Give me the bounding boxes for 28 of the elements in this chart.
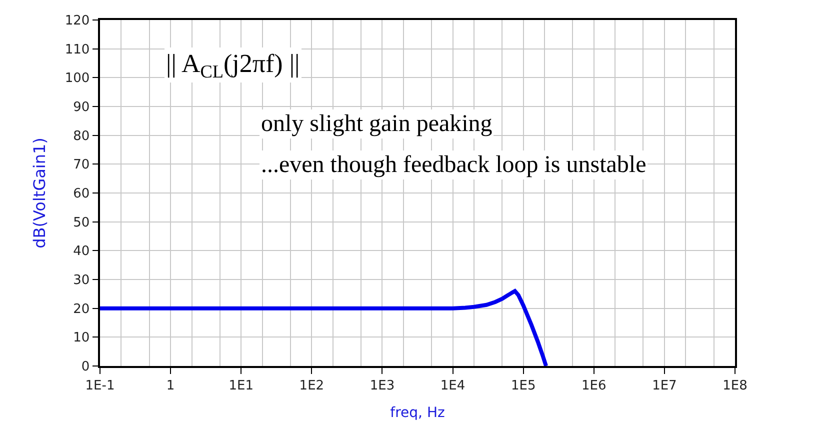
annotation: || A$_{CL}$(j2πf) || — [166, 49, 300, 82]
x-axis-title: freq, Hz — [390, 405, 445, 422]
y-tick-label: 60 — [73, 186, 90, 202]
x-tick-label: 1E3 — [370, 378, 395, 394]
x-tick-label: 1E2 — [299, 378, 324, 394]
y-tick-label: 50 — [73, 215, 90, 230]
annotation: ...even though feedback loop is unstable — [261, 152, 646, 178]
y-tick-label: 20 — [73, 302, 90, 317]
x-tick-label: 1E4 — [440, 378, 466, 394]
y-tick-label: 120 — [64, 14, 90, 29]
x-tick-label: 1E5 — [510, 378, 536, 394]
x-tick-label: 1E6 — [582, 378, 606, 394]
y-tick-label: 70 — [73, 158, 90, 173]
x-tick-label: 1E-1 — [85, 378, 115, 394]
y-tick-label: 0 — [81, 360, 90, 375]
y-tick-label: 110 — [64, 42, 90, 58]
annotation: only slight gain peaking — [261, 111, 492, 137]
y-tick-label: 10 — [73, 330, 90, 346]
x-tick-label: 1 — [166, 378, 175, 394]
y-tick-label: 80 — [73, 128, 90, 144]
y-axis-title: dB(VoltGain1) — [30, 138, 50, 248]
x-tick-label: 1E8 — [722, 378, 748, 394]
x-tick-label: 1E1 — [228, 378, 254, 394]
y-tick-label: 90 — [73, 100, 90, 116]
x-tick-label: 1E7 — [652, 378, 677, 394]
y-tick-label: 100 — [64, 71, 90, 86]
y-tick-label: 30 — [73, 273, 90, 288]
y-tick-label: 40 — [73, 244, 90, 260]
